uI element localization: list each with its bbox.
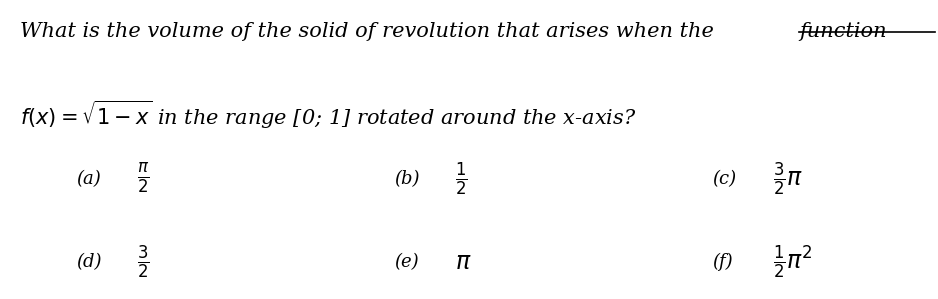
- Text: $\frac{3}{2}\pi$: $\frac{3}{2}\pi$: [773, 161, 803, 198]
- Text: $\pi$: $\pi$: [455, 251, 472, 274]
- Text: (f): (f): [712, 253, 733, 271]
- Text: (e): (e): [394, 253, 418, 271]
- Text: What is the volume of the solid of revolution that arises when the: What is the volume of the solid of revol…: [20, 22, 720, 41]
- Text: function: function: [799, 22, 886, 41]
- Text: $\frac{1}{2}\pi^2$: $\frac{1}{2}\pi^2$: [773, 243, 812, 281]
- Text: (a): (a): [76, 170, 101, 188]
- Text: (d): (d): [76, 253, 101, 271]
- Text: (c): (c): [712, 170, 736, 188]
- Text: (b): (b): [394, 170, 419, 188]
- Text: $\frac{1}{2}$: $\frac{1}{2}$: [455, 161, 467, 198]
- Text: $\frac{3}{2}$: $\frac{3}{2}$: [137, 243, 149, 281]
- Text: $f(x) = \sqrt{1-x}$ in the range [0; 1] rotated around the x-axis?: $f(x) = \sqrt{1-x}$ in the range [0; 1] …: [20, 99, 637, 131]
- Text: $\frac{\pi}{2}$: $\frac{\pi}{2}$: [137, 162, 149, 196]
